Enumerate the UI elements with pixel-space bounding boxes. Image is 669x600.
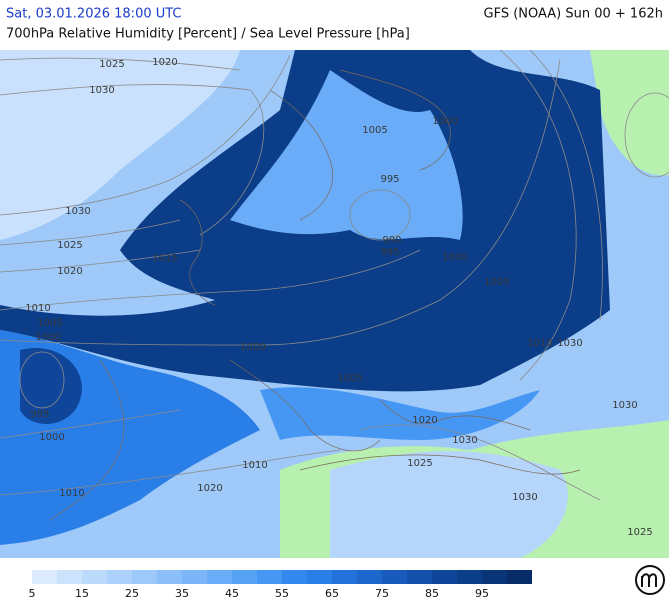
isobar-label: 1010	[25, 303, 50, 314]
valid-time: Sat, 03.01.2026 18:00 UTC	[6, 7, 182, 22]
isobar-label: 1000	[442, 252, 467, 263]
legend-swatch	[432, 570, 457, 584]
isobar-label: 1010	[242, 460, 267, 471]
map: 1025 1020 1030 1030 1025 1020 1015 1010 1005 1000…	[0, 49, 669, 558]
legend-swatch	[157, 570, 182, 584]
logo	[635, 565, 665, 595]
isobar-label: 1005	[362, 125, 387, 136]
moist-band-south	[260, 387, 540, 440]
model-run: GFS (NOAA) Sun 00 + 162h	[484, 7, 663, 22]
isobar-label: 990	[382, 235, 401, 246]
legend-label: 65	[325, 587, 339, 600]
isobar-label: 1025	[627, 527, 652, 538]
legend-label: 85	[425, 587, 439, 600]
legend-swatch	[132, 570, 157, 584]
legend-swatch	[182, 570, 207, 584]
low-core-west	[20, 348, 82, 424]
legend-label: 75	[375, 587, 389, 600]
legend-swatch	[482, 570, 507, 584]
legend-swatch	[282, 570, 307, 584]
isobar-label: 1005	[37, 318, 62, 329]
legend-swatch	[382, 570, 407, 584]
isobar-label: 1030	[612, 400, 637, 411]
legend-swatch	[57, 570, 82, 584]
color-legend: 5 15 25 35 45 55 65 75 85 95	[29, 570, 532, 600]
legend-label: 35	[175, 587, 189, 600]
legend-swatch	[307, 570, 332, 584]
legend-label: 5	[29, 587, 36, 600]
isobar-label: 1020	[57, 266, 82, 277]
isobar-label: 1025	[407, 458, 432, 469]
isobar-label: 1000	[432, 116, 457, 127]
drier-pocket	[230, 70, 463, 240]
legend-label: 15	[75, 587, 89, 600]
moist-africa	[330, 451, 568, 558]
legend-swatch	[407, 570, 432, 584]
isobar-label: 1005	[484, 277, 509, 288]
isobar-label: 995	[380, 174, 399, 185]
legend-swatch	[32, 570, 57, 584]
legend-swatch	[257, 570, 282, 584]
legend-label: 95	[475, 587, 489, 600]
isobar-label: 1030	[512, 492, 537, 503]
map-subtitle: 700hPa Relative Humidity [Percent] / Sea…	[6, 27, 410, 42]
isobar-label: 1030	[452, 435, 477, 446]
isobar-label: 1000	[240, 342, 265, 353]
isobar-label: 1015	[152, 253, 177, 264]
isobars	[0, 49, 669, 501]
logo-mark	[641, 573, 657, 587]
legend-swatch	[457, 570, 482, 584]
isobar-label: 1010	[527, 338, 552, 349]
legend-label: 45	[225, 587, 239, 600]
coastlines	[49, 69, 581, 521]
legend-swatch	[507, 570, 532, 584]
isobar-label: 1030	[557, 338, 582, 349]
legend-swatch	[357, 570, 382, 584]
isobar-label: 1010	[59, 488, 84, 499]
isobar-label: 1030	[89, 85, 114, 96]
isobar-label: 1020	[152, 57, 177, 68]
isobar-label: 1005	[337, 373, 362, 384]
isobar-label: 1025	[57, 240, 82, 251]
isobar-label: 1025	[99, 59, 124, 70]
legend-swatch	[232, 570, 257, 584]
isobar-label: 1030	[65, 206, 90, 217]
isobar-label: 1000	[39, 432, 64, 443]
legend-swatch	[207, 570, 232, 584]
legend-swatch	[332, 570, 357, 584]
dry-atlantic	[0, 50, 240, 240]
isobar-label: 1020	[412, 415, 437, 426]
legend-swatch	[82, 570, 107, 584]
legend-label: 55	[275, 587, 289, 600]
legend-label: 25	[125, 587, 139, 600]
isobar-label: 1020	[197, 483, 222, 494]
isobar-labels: 1025 1020 1030 1030 1025 1020 1015 1010 1005 1000…	[25, 57, 652, 538]
isobar-label: 995	[30, 409, 49, 420]
isobar-label: 1000	[35, 332, 60, 343]
isobar-label: 995	[380, 247, 399, 258]
legend-swatch	[107, 570, 132, 584]
